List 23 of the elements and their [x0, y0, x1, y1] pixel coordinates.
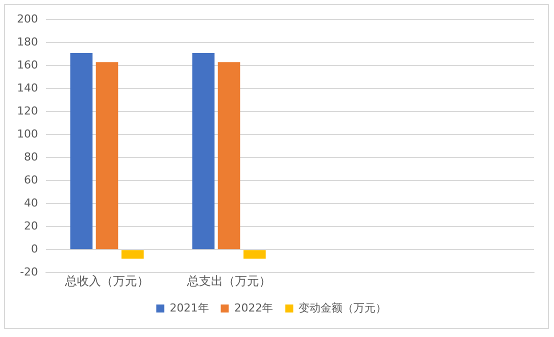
- x-tick-label: 总支出（万元）: [186, 274, 271, 288]
- bar: [243, 250, 266, 259]
- y-tick-label: 200: [16, 12, 38, 26]
- y-tick-label: 40: [24, 196, 38, 210]
- y-tick-label: 60: [24, 173, 38, 186]
- y-tick-label: 160: [16, 58, 38, 72]
- bar: [70, 52, 93, 250]
- y-tick-label: 20: [24, 219, 38, 232]
- bar: [96, 62, 118, 250]
- legend-label: 变动金额（万元）: [298, 301, 387, 314]
- y-tick-label: 140: [16, 81, 38, 94]
- legend-label: 2022年: [234, 301, 274, 314]
- legend-label: 2021年: [170, 301, 209, 314]
- y-tick-label: 0: [30, 242, 38, 256]
- bar: [121, 250, 144, 259]
- y-tick-label: -20: [20, 265, 38, 278]
- bar: [192, 52, 215, 250]
- y-tick-label: 120: [16, 104, 38, 118]
- y-tick-label: 80: [24, 150, 38, 164]
- y-tick-label: 180: [16, 35, 38, 48]
- x-tick-label: 总收入（万元）: [64, 274, 149, 288]
- bar: [218, 62, 240, 250]
- y-tick-label: 100: [16, 127, 38, 140]
